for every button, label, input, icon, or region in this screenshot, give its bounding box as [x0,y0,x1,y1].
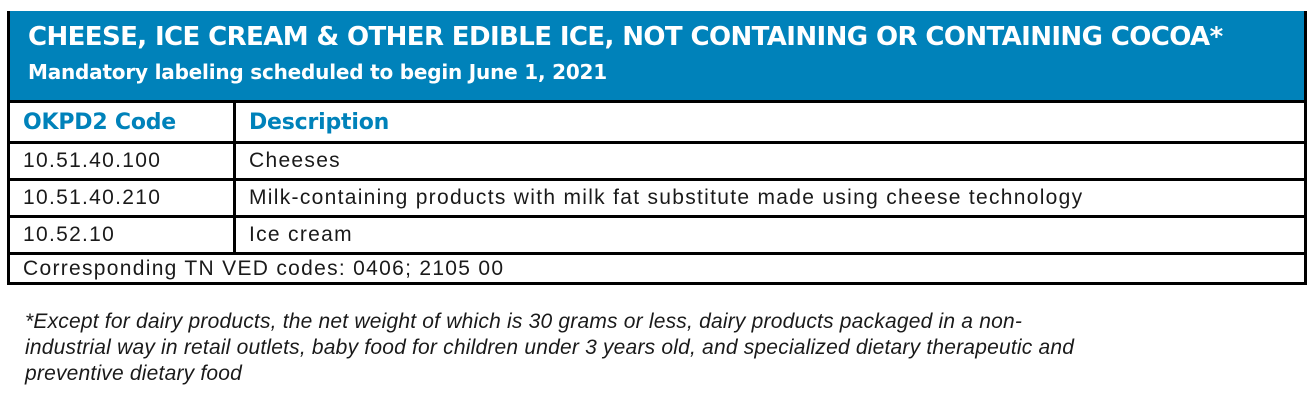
table-row: 10.52.10 Ice cream [7,215,1307,255]
description-cell: Cheeses [233,141,1307,181]
okpd2-codes-table: OKPD2 Code Description 10.51.40.100 Chee… [7,100,1307,285]
column-header-description: Description [233,100,1307,144]
footnote-line: preventive dietary food [25,362,243,385]
page-title: CHEESE, ICE CREAM & OTHER EDIBLE ICE, NO… [28,22,1223,52]
description-cell: Milk-containing products with milk fat s… [233,178,1307,218]
okpd2-code-cell: 10.51.40.100 [7,141,236,181]
table-row: 10.51.40.100 Cheeses [7,141,1307,181]
header-band: CHEESE, ICE CREAM & OTHER EDIBLE ICE, NO… [7,11,1307,100]
description-cell: Ice cream [233,215,1307,255]
labeling-panel: CHEESE, ICE CREAM & OTHER EDIBLE ICE, NO… [7,11,1307,285]
page-subtitle: Mandatory labeling scheduled to begin Ju… [28,60,607,84]
footnote-line: *Except for dairy products, the net weig… [25,310,1023,333]
okpd2-code-cell: 10.52.10 [7,215,236,255]
column-header-okpd2-code: OKPD2 Code [7,100,236,144]
table-header-row: OKPD2 Code Description [7,100,1307,144]
footnote-line: industrial way in retail outlets, baby f… [25,336,1075,359]
okpd2-code-cell: 10.51.40.210 [7,178,236,218]
table-row: 10.51.40.210 Milk-containing products wi… [7,178,1307,218]
tn-ved-codes-cell: Corresponding TN VED codes: 0406; 2105 0… [7,252,1307,285]
footnote: *Except for dairy products, the net weig… [25,309,1074,387]
table-footer-row: Corresponding TN VED codes: 0406; 2105 0… [7,252,1307,285]
